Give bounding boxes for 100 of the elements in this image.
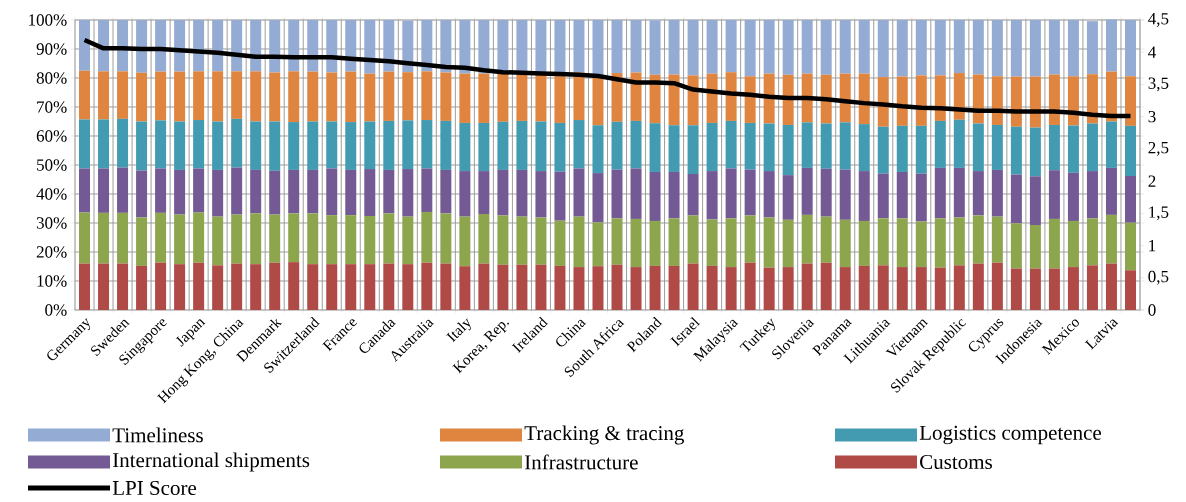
bar	[782, 267, 794, 310]
bar	[497, 73, 509, 122]
bar	[554, 19, 566, 74]
bar	[820, 123, 832, 169]
bar	[668, 171, 680, 219]
bar	[1086, 21, 1098, 75]
bar	[991, 262, 1003, 310]
bar	[858, 171, 870, 221]
bar	[573, 72, 585, 121]
bar	[1048, 19, 1060, 75]
bar	[839, 122, 851, 170]
bar	[136, 170, 148, 218]
bar	[763, 217, 775, 268]
bar	[79, 119, 91, 169]
bar	[1105, 71, 1117, 122]
bar	[820, 19, 832, 75]
bar	[820, 168, 832, 217]
bar	[345, 122, 357, 170]
bar	[307, 121, 319, 170]
y-tick-label: 70%	[37, 101, 67, 113]
y-tick-label: 90%	[36, 43, 67, 55]
bar	[459, 266, 471, 310]
bar	[79, 19, 91, 71]
bar	[706, 19, 718, 74]
bar	[611, 169, 623, 219]
bar	[174, 169, 186, 215]
bar	[554, 220, 566, 266]
bar	[1086, 74, 1098, 124]
bar	[630, 168, 642, 219]
bar	[383, 263, 395, 310]
bar	[516, 264, 528, 310]
bar	[516, 72, 528, 121]
bar	[991, 216, 1003, 263]
bar	[383, 120, 395, 170]
bar	[592, 173, 604, 223]
bar	[193, 120, 205, 169]
bar	[858, 220, 870, 266]
bar	[212, 169, 224, 217]
bar	[288, 122, 300, 170]
bar	[269, 170, 281, 215]
bar	[687, 75, 699, 126]
bar	[725, 218, 737, 268]
bar	[725, 120, 737, 169]
bar	[440, 72, 452, 121]
bar	[478, 73, 490, 123]
bar	[117, 212, 129, 264]
bar	[858, 73, 870, 125]
bar	[402, 216, 414, 265]
bar	[915, 267, 927, 310]
bar	[326, 264, 338, 310]
bar	[953, 217, 965, 266]
bar	[459, 73, 471, 123]
bar	[174, 19, 186, 72]
bar	[1029, 19, 1041, 77]
bar	[687, 215, 699, 264]
bar	[896, 19, 908, 77]
bar	[402, 120, 414, 170]
bar	[478, 122, 490, 172]
bar	[1124, 19, 1136, 77]
y2-tick-label: 2	[1148, 175, 1156, 187]
y-tick-label: 60%	[36, 130, 67, 142]
bar	[364, 264, 376, 310]
bar	[611, 121, 623, 170]
bar	[269, 19, 281, 73]
bar	[516, 216, 528, 265]
bar	[535, 217, 547, 265]
bar	[839, 267, 851, 310]
bar	[915, 221, 927, 268]
bar	[440, 263, 452, 310]
bar	[554, 171, 566, 221]
bar	[1029, 76, 1041, 128]
bar	[383, 169, 395, 214]
bar	[155, 262, 167, 310]
bar	[611, 218, 623, 265]
bar	[1010, 126, 1022, 175]
bar	[326, 215, 338, 265]
bar	[98, 263, 110, 310]
bar	[744, 169, 756, 216]
bar	[288, 262, 300, 310]
bar	[858, 19, 870, 74]
bar	[1067, 220, 1079, 268]
bar	[345, 169, 357, 216]
bar	[497, 264, 509, 310]
bar	[497, 121, 509, 170]
bar	[630, 267, 642, 310]
bar	[516, 19, 528, 73]
bar	[421, 262, 433, 310]
bar	[98, 119, 110, 169]
bar	[744, 262, 756, 310]
bar	[326, 72, 338, 122]
bar	[1105, 19, 1117, 72]
bar	[383, 19, 395, 72]
bar	[953, 19, 965, 74]
bar	[269, 262, 281, 310]
bar	[877, 19, 889, 78]
bar	[288, 71, 300, 123]
y2-tick-label: 3,5	[1148, 77, 1169, 92]
bar	[763, 267, 775, 310]
bar	[117, 19, 129, 72]
bar	[1086, 123, 1098, 172]
